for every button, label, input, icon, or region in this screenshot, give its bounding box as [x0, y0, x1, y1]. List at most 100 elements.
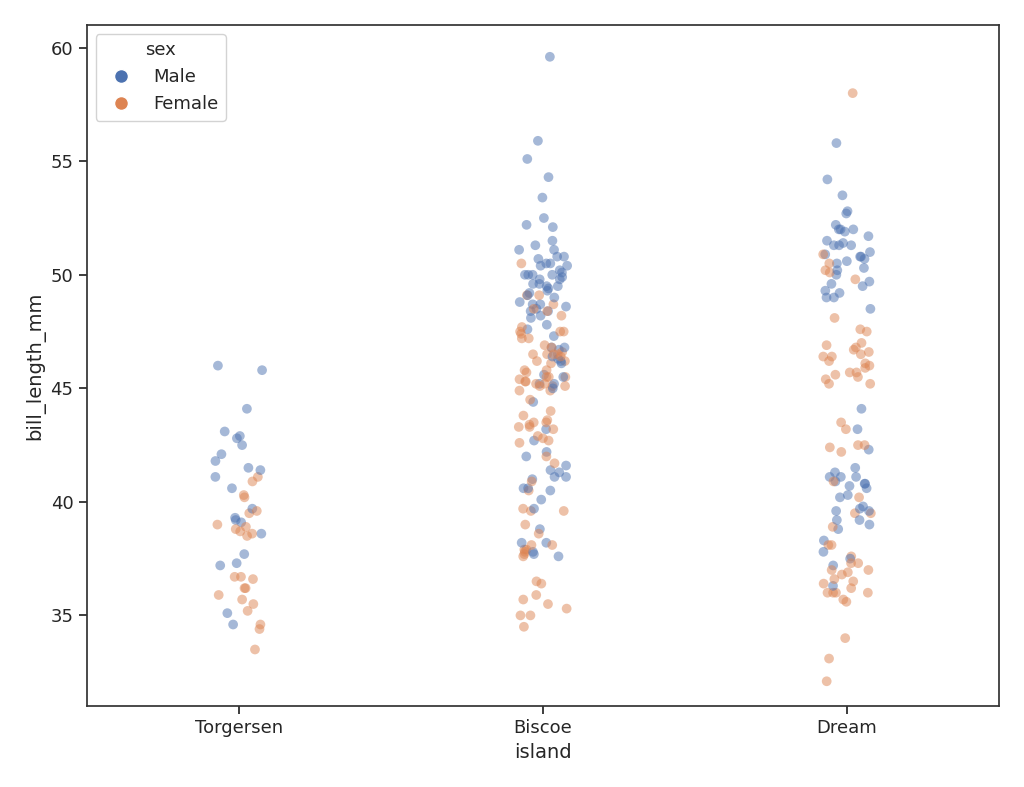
Point — [240, 604, 256, 617]
Point — [518, 219, 535, 231]
Point — [538, 537, 554, 549]
Point — [843, 582, 859, 594]
Point — [232, 525, 249, 538]
Point — [837, 225, 853, 238]
Point — [553, 355, 569, 368]
Point — [823, 539, 840, 552]
Point — [532, 298, 549, 311]
Point — [545, 350, 561, 363]
Point — [515, 482, 531, 494]
Point — [544, 341, 560, 353]
Point — [527, 239, 544, 252]
Point — [512, 325, 528, 338]
Point — [821, 355, 838, 368]
Point — [539, 450, 555, 463]
Point — [825, 559, 842, 571]
Point — [522, 394, 539, 406]
Point — [824, 579, 841, 592]
Point — [543, 405, 559, 417]
Point — [207, 455, 223, 467]
Point — [511, 420, 527, 433]
Point — [515, 593, 531, 606]
Point — [860, 230, 877, 242]
Point — [856, 253, 872, 265]
Point — [825, 586, 842, 599]
Point — [550, 550, 566, 563]
Point — [517, 268, 534, 281]
Point — [831, 491, 848, 504]
Point — [826, 573, 843, 586]
Point — [537, 378, 553, 390]
Point — [545, 221, 561, 234]
Point — [856, 262, 872, 275]
Point — [840, 489, 856, 501]
Point — [821, 257, 838, 270]
Point — [830, 223, 847, 235]
Point — [846, 343, 862, 356]
Point — [228, 432, 245, 445]
Point — [821, 378, 838, 390]
Point — [511, 384, 527, 397]
Point — [541, 282, 557, 294]
Point — [531, 380, 548, 393]
Point — [558, 602, 574, 615]
Point — [524, 268, 541, 281]
Point — [848, 341, 864, 353]
Point — [555, 371, 571, 383]
Point — [552, 325, 568, 338]
Point — [236, 489, 252, 501]
Point — [823, 350, 840, 363]
Point — [542, 384, 558, 397]
Point — [237, 491, 253, 504]
Point — [842, 480, 858, 493]
Point — [511, 243, 527, 256]
Point — [249, 504, 265, 517]
Point — [857, 478, 873, 490]
Point — [847, 507, 863, 519]
Point — [861, 504, 878, 517]
Point — [244, 502, 260, 515]
Point — [546, 348, 562, 360]
Point — [534, 493, 550, 506]
Point — [858, 482, 874, 494]
Point — [542, 484, 558, 497]
Point — [862, 246, 879, 258]
Point — [837, 632, 853, 645]
Point — [521, 420, 538, 433]
Point — [821, 471, 838, 483]
Point — [245, 475, 261, 488]
Point — [541, 434, 557, 447]
Point — [530, 527, 547, 540]
Point — [842, 366, 858, 379]
Point — [833, 471, 849, 483]
Point — [840, 205, 856, 217]
Point — [817, 284, 834, 297]
Point — [828, 257, 845, 270]
Point — [225, 619, 242, 631]
Point — [535, 432, 551, 445]
Point — [551, 466, 567, 478]
Point — [546, 330, 562, 342]
Point — [554, 345, 570, 358]
Point — [860, 443, 877, 456]
Point — [517, 545, 534, 558]
Point — [245, 598, 261, 611]
Point — [519, 153, 536, 165]
Point — [227, 514, 244, 527]
Point — [252, 464, 268, 476]
Point — [843, 557, 859, 570]
Point — [823, 563, 840, 576]
Point — [247, 643, 263, 656]
Point — [549, 250, 565, 263]
Point — [519, 289, 536, 301]
Point — [858, 325, 874, 338]
Point — [529, 135, 546, 147]
Point — [518, 450, 535, 463]
Point — [540, 284, 556, 297]
Point — [842, 552, 858, 565]
Point — [556, 250, 572, 263]
Point — [526, 434, 543, 447]
Point — [233, 593, 250, 606]
Point — [843, 550, 859, 563]
Point — [833, 416, 849, 429]
